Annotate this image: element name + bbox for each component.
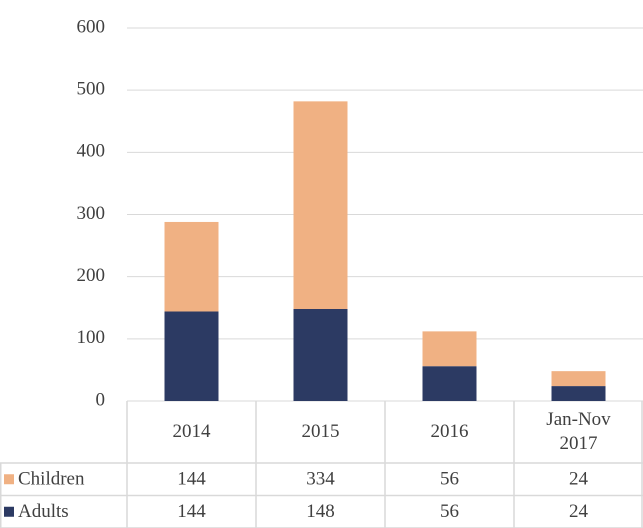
- legend-label: Adults: [18, 501, 69, 522]
- data-label: 144: [177, 501, 206, 522]
- y-tick-label: 500: [77, 79, 106, 100]
- x-tick-label: Jan-Nov 2017: [546, 409, 611, 454]
- y-tick-label: 0: [96, 389, 106, 410]
- y-tick-label: 200: [77, 265, 106, 286]
- category-cell: 2016: [385, 401, 514, 463]
- category-cell: 2014: [127, 401, 256, 463]
- bar-segment: [293, 308, 348, 401]
- bar-segment: [164, 311, 219, 401]
- legend-swatch: [4, 474, 14, 485]
- bar-segment: [164, 221, 219, 312]
- category-cell: 2015: [256, 401, 385, 463]
- data-label: 24: [569, 469, 589, 490]
- data-label: 144: [177, 469, 206, 490]
- legend-label: Children: [18, 469, 85, 490]
- bar-segment: [551, 386, 606, 401]
- x-tick-label: 2014: [172, 421, 211, 443]
- category-cell: 2015: [256, 401, 385, 463]
- bar-segment: [551, 371, 606, 387]
- data-label: 24: [569, 501, 589, 522]
- category-cell: Jan-Nov 2017: [514, 401, 643, 463]
- y-tick-label: 600: [77, 16, 106, 37]
- data-label: 56: [440, 469, 459, 490]
- y-tick-label: 300: [77, 203, 106, 224]
- y-tick-label: 100: [77, 327, 106, 348]
- bar-segment: [293, 101, 348, 309]
- legend-swatch: [4, 506, 14, 517]
- data-label: 56: [440, 501, 459, 522]
- category-cell: 2016: [385, 401, 514, 463]
- bar-segment: [422, 331, 477, 367]
- x-tick-label: 2015: [301, 421, 340, 443]
- category-cell: 2014: [127, 401, 256, 463]
- category-cell: Jan-Nov 2017: [514, 401, 643, 463]
- bar-segment: [422, 366, 477, 401]
- x-tick-label: 2016: [430, 421, 469, 443]
- y-tick-label: 400: [77, 141, 106, 162]
- data-label: 334: [306, 469, 335, 490]
- data-label: 148: [306, 501, 335, 522]
